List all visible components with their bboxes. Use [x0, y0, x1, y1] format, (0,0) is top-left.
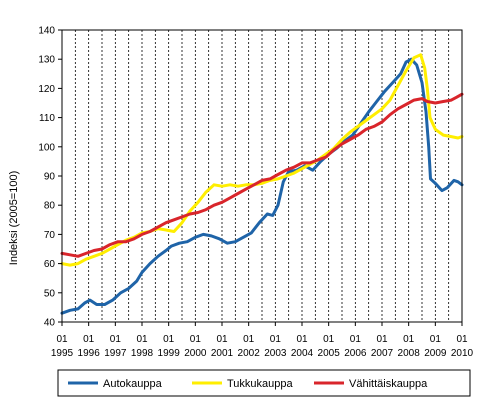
- x-tick-year-label: 1996: [78, 348, 101, 359]
- x-tick-year-label: 2000: [184, 348, 207, 359]
- x-tick-month-label: 01: [190, 334, 202, 345]
- y-tick-label: 40: [44, 318, 56, 329]
- y-tick-label: 60: [44, 259, 56, 270]
- x-tick-year-label: 1997: [104, 348, 127, 359]
- legend-label-3: Vähittäiskauppa: [349, 378, 428, 390]
- y-tick-label: 70: [44, 230, 56, 241]
- x-tick-year-label: 1999: [158, 348, 181, 359]
- x-tick-year-label: 2008: [398, 348, 421, 359]
- x-tick-year-label: 2007: [371, 348, 394, 359]
- x-tick-month-label: 01: [110, 334, 122, 345]
- x-tick-year-label: 2005: [318, 348, 341, 359]
- x-tick-month-label: 01: [376, 334, 388, 345]
- y-tick-label: 140: [38, 26, 55, 37]
- x-tick-month-label: 01: [296, 334, 308, 345]
- x-tick-year-label: 1998: [131, 348, 154, 359]
- y-tick-label: 130: [38, 55, 55, 66]
- x-axis-ticks: 01 1995 01 1996 01 1997 01 1998 01 1999 01 2000 01 20…: [51, 322, 474, 359]
- legend-label-2: Tukkukauppa: [227, 378, 294, 390]
- x-tick-month-label: 01: [163, 334, 175, 345]
- x-tick-month-label: 01: [323, 334, 335, 345]
- x-tick-year-label: 2004: [291, 348, 314, 359]
- y-axis-ticks: 40 50 60 70 80 90 100 110 120 130 140: [38, 26, 62, 329]
- x-tick-year-label: 2003: [264, 348, 287, 359]
- x-tick-year-label: 2006: [344, 348, 367, 359]
- x-tick-month-label: 01: [456, 334, 468, 345]
- x-tick-month-label: 01: [83, 334, 95, 345]
- y-tick-label: 110: [39, 113, 55, 124]
- x-tick-month-label: 01: [56, 334, 68, 345]
- legend-label-1: Autokauppa: [103, 378, 163, 390]
- x-tick-year-label: 2009: [424, 348, 447, 359]
- x-tick-month-label: 01: [430, 334, 442, 345]
- x-tick-month-label: 01: [403, 334, 415, 345]
- y-tick-label: 90: [44, 172, 56, 183]
- series-lines: [60, 53, 464, 315]
- legend: Autokauppa Tukkukauppa Vähittäiskauppa: [68, 378, 428, 390]
- x-tick-month-label: 01: [350, 334, 362, 345]
- x-tick-year-label: 1995: [51, 348, 74, 359]
- x-tick-month-label: 01: [136, 334, 148, 345]
- x-tick-year-label: 2002: [238, 348, 261, 359]
- x-tick-month-label: 01: [216, 334, 228, 345]
- y-axis-title: Indeksi (2005=100): [8, 171, 20, 265]
- series-line-1: [60, 57, 464, 315]
- x-tick-month-label: 01: [243, 334, 255, 345]
- x-tick-year-label: 2001: [211, 348, 234, 359]
- series-line-3: [60, 92, 464, 258]
- y-tick-label: 100: [38, 142, 55, 153]
- y-tick-label: 120: [38, 84, 55, 95]
- legend-box: [57, 369, 471, 397]
- x-tick-year-label: 2010: [451, 348, 474, 359]
- x-tick-month-label: 01: [270, 334, 282, 345]
- y-tick-label: 80: [44, 201, 56, 212]
- y-tick-label: 50: [44, 288, 56, 299]
